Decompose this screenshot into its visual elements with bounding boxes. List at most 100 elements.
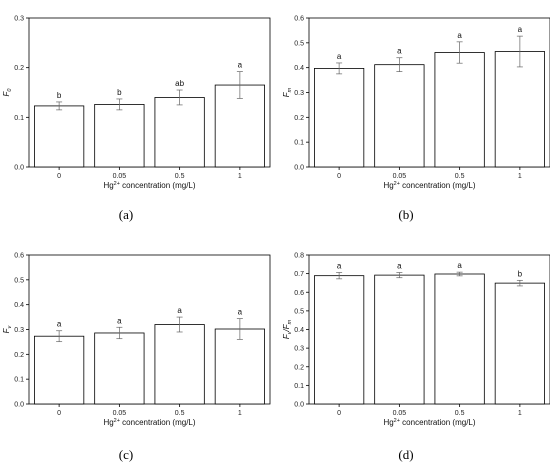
x-axis-title: Hg2+ concentration (mg/L) bbox=[103, 418, 195, 427]
y-tick-label: 0.3 bbox=[294, 346, 304, 353]
y-axis-title-subscript: v bbox=[287, 330, 293, 334]
axis-frame bbox=[28, 17, 271, 168]
y-tick-label: 0.3 bbox=[14, 327, 24, 334]
bar bbox=[34, 105, 85, 168]
significance-letter: a bbox=[337, 52, 342, 61]
x-axis-title: Hg2+ concentration (mg/L) bbox=[383, 181, 475, 190]
y-tick-label: 0.6 bbox=[294, 290, 304, 297]
y-tick-label: 0.0 bbox=[14, 165, 24, 172]
chart-panel-a: (a) 0.0 0.1 0.2 0.3 b 0 b 0.05 ab 0.5 a 1 Hg2+ conce… bbox=[2, 16, 271, 222]
bar bbox=[494, 282, 545, 405]
x-axis-title-main: Hg bbox=[383, 181, 393, 190]
significance-letter: a bbox=[238, 308, 243, 317]
y-tick-label: 0.0 bbox=[14, 402, 24, 409]
x-tick-label: 1 bbox=[518, 173, 522, 180]
x-tick-label: 0.05 bbox=[393, 410, 407, 417]
y-tick-label: 0.6 bbox=[294, 16, 304, 23]
y-axis-title-main: F bbox=[282, 333, 291, 339]
x-tick-label: 0.05 bbox=[393, 173, 407, 180]
bar bbox=[494, 51, 545, 168]
significance-letter: b bbox=[518, 269, 523, 278]
x-axis-title-rest: concentration (mg/L) bbox=[400, 181, 476, 190]
x-axis-title-superscript: 2+ bbox=[114, 181, 120, 187]
y-tick-label: 0.5 bbox=[14, 277, 24, 284]
y-axis-title: Fv/Fm bbox=[282, 319, 293, 339]
bar bbox=[94, 104, 145, 168]
chart-panel-d: (d) 0.0 0.1 0.2 0.3 0.4 0.5 0.6 0.7 0.8 a 0 a 0.05 a 0… bbox=[282, 253, 550, 462]
panel-label-a: (a) bbox=[119, 207, 133, 222]
x-tick-label: 0.05 bbox=[113, 173, 127, 180]
y-axis-title-main: F bbox=[282, 91, 291, 97]
panel-label-c: (c) bbox=[119, 447, 133, 462]
x-axis-title-main: Hg bbox=[103, 181, 113, 190]
x-tick-label: 0 bbox=[57, 173, 61, 180]
y-tick-label: 0.7 bbox=[294, 271, 304, 278]
x-tick-label: 0.5 bbox=[175, 173, 185, 180]
y-axis-title-subscript: 0 bbox=[7, 88, 13, 92]
bar bbox=[214, 328, 265, 405]
y-axis-title-divisor: /F bbox=[282, 323, 291, 332]
bar bbox=[34, 335, 85, 405]
x-axis-title-superscript: 2+ bbox=[394, 181, 400, 187]
y-axis-title: Fv bbox=[2, 324, 13, 333]
x-axis-title: Hg2+ concentration (mg/L) bbox=[383, 418, 475, 427]
y-tick-label: 0.1 bbox=[14, 115, 24, 122]
y-tick-label: 0.0 bbox=[294, 402, 304, 409]
bar bbox=[434, 273, 485, 405]
x-tick-label: 0 bbox=[337, 410, 341, 417]
x-tick-label: 0 bbox=[337, 173, 341, 180]
panel-label-b: (b) bbox=[398, 207, 413, 222]
y-tick-label: 0.2 bbox=[294, 115, 304, 122]
y-tick-label: 0.4 bbox=[294, 327, 304, 334]
x-axis-title-superscript: 2+ bbox=[394, 418, 400, 424]
y-tick-label: 0.2 bbox=[14, 352, 24, 359]
significance-letter: b bbox=[117, 88, 122, 97]
x-axis-title-rest: concentration (mg/L) bbox=[120, 418, 196, 427]
panel-label-d: (d) bbox=[398, 447, 413, 462]
x-axis-title-main: Hg bbox=[103, 418, 113, 427]
y-tick-label: 0.0 bbox=[294, 165, 304, 172]
y-axis-title-main: F bbox=[2, 327, 11, 333]
significance-letter: a bbox=[177, 306, 182, 315]
bar bbox=[314, 275, 365, 405]
significance-letter: b bbox=[57, 91, 62, 100]
significance-letter: a bbox=[57, 320, 62, 329]
x-tick-label: 0.5 bbox=[455, 410, 465, 417]
x-tick-label: 1 bbox=[238, 410, 242, 417]
y-tick-label: 0.1 bbox=[294, 383, 304, 390]
y-tick-label: 0.6 bbox=[14, 253, 24, 260]
y-tick-label: 0.1 bbox=[294, 140, 304, 147]
y-tick-label: 0.4 bbox=[294, 65, 304, 72]
chart-panel-b: (b) 0.0 0.1 0.2 0.3 0.4 0.5 0.6 a 0 a 0.05 a 0.5 a 1 Hg… bbox=[282, 16, 550, 222]
bar bbox=[374, 274, 425, 405]
x-tick-label: 1 bbox=[518, 410, 522, 417]
x-axis-title-rest: concentration (mg/L) bbox=[400, 418, 476, 427]
bar bbox=[374, 64, 425, 168]
significance-letter: a bbox=[518, 25, 523, 34]
bar bbox=[314, 68, 365, 168]
x-axis-title-rest: concentration (mg/L) bbox=[120, 181, 196, 190]
bar bbox=[154, 324, 205, 405]
y-axis-title-divisor-subscript: m bbox=[287, 319, 293, 324]
significance-letter: ab bbox=[175, 79, 184, 88]
bar bbox=[154, 97, 205, 168]
y-axis-title-subscript: m bbox=[287, 87, 293, 92]
y-tick-label: 0.4 bbox=[14, 302, 24, 309]
x-axis-title-main: Hg bbox=[383, 418, 393, 427]
significance-letter: a bbox=[397, 262, 402, 271]
y-tick-label: 0.3 bbox=[14, 16, 24, 23]
significance-letter: a bbox=[397, 47, 402, 56]
x-tick-label: 1 bbox=[238, 173, 242, 180]
x-tick-label: 0.05 bbox=[113, 410, 127, 417]
significance-letter: a bbox=[457, 261, 462, 270]
bar bbox=[434, 52, 485, 168]
y-tick-label: 0.2 bbox=[14, 65, 24, 72]
significance-letter: a bbox=[337, 262, 342, 271]
y-axis-title: Fm bbox=[282, 87, 293, 97]
x-tick-label: 0.5 bbox=[175, 410, 185, 417]
y-tick-label: 0.5 bbox=[294, 308, 304, 315]
y-tick-label: 0.5 bbox=[294, 40, 304, 47]
y-axis-title-main: F bbox=[2, 90, 11, 96]
y-tick-label: 0.1 bbox=[14, 377, 24, 384]
